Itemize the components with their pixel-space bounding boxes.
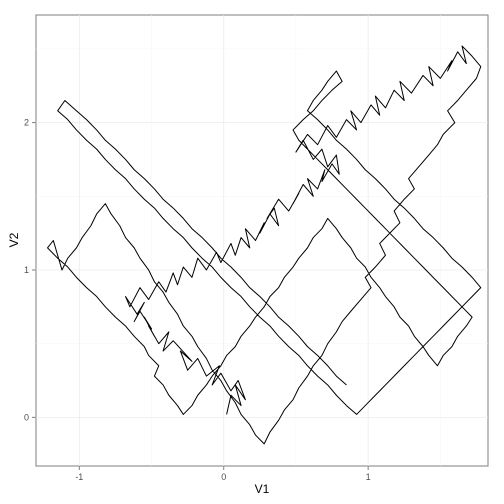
x-axis-title: V1: [255, 482, 270, 496]
x-tick-label: 0: [221, 472, 226, 482]
y-tick-label: 2: [24, 118, 29, 128]
series-layer: [47, 45, 482, 445]
y-axis-title: V2: [7, 232, 21, 247]
x-tick-label: 1: [366, 472, 371, 482]
series-line: [47, 45, 482, 445]
y-axis-ticks: 0 1 2: [24, 118, 36, 422]
y-tick-label: 1: [24, 265, 29, 275]
major-grid: [36, 15, 488, 466]
plot-panel: [35, 14, 489, 467]
x-tick-label: -1: [75, 472, 83, 482]
y-tick-label: 0: [24, 412, 29, 422]
minor-grid: [36, 15, 488, 466]
x-axis-ticks: -1 0 1: [75, 466, 371, 482]
